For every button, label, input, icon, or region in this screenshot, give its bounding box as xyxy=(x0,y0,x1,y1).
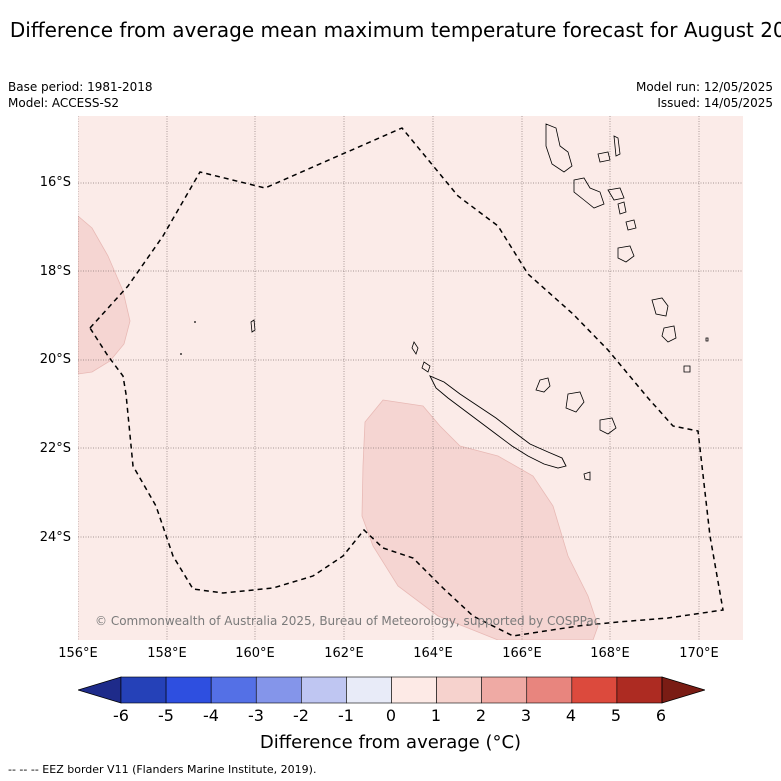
colorbar-tick: -3 xyxy=(248,706,264,725)
eez-border xyxy=(89,127,724,637)
colorbar-tick: 2 xyxy=(475,706,487,725)
lon-label-158e: 158°E xyxy=(147,646,187,661)
model-run: Model run: 12/05/2025 xyxy=(635,80,773,94)
reef-islet xyxy=(180,353,182,355)
island-ouvea xyxy=(535,377,551,393)
colorbar-segment xyxy=(165,676,212,704)
colorbar-tick: -6 xyxy=(113,706,129,725)
eez-footnote: -- -- -- EEZ border V11 (Flanders Marine… xyxy=(8,763,317,776)
colorbar-extend-high xyxy=(661,676,707,704)
colorbar-segment xyxy=(210,676,257,704)
lon-label-160e: 160°E xyxy=(235,646,275,661)
colorbar-tick: -5 xyxy=(158,706,174,725)
colorbar-tick: -1 xyxy=(338,706,354,725)
lat-label-24s: 24°S xyxy=(39,530,71,545)
model-name: Model: ACCESS-S2 xyxy=(8,96,120,110)
colorbar-tick: 4 xyxy=(565,706,577,725)
colorbar-segment xyxy=(481,676,528,704)
base-period: Base period: 1981-2018 xyxy=(8,80,153,94)
colorbar-segment xyxy=(571,676,618,704)
lon-label-162e: 162°E xyxy=(324,646,364,661)
island-lifou xyxy=(565,391,585,413)
colorbar-segment xyxy=(120,676,167,704)
island-aneityum xyxy=(683,365,691,373)
colorbar-segment xyxy=(436,676,482,704)
island-mare xyxy=(599,417,617,435)
colorbar-tick: 0 xyxy=(385,706,397,725)
reef-islet xyxy=(194,321,196,323)
island-belep xyxy=(411,341,419,355)
colorbar-segment xyxy=(526,676,573,704)
island-erromango xyxy=(651,297,669,317)
colorbar-segment xyxy=(255,676,302,704)
island-futuna xyxy=(705,337,709,342)
colorbar-svg xyxy=(76,676,707,704)
anomaly-patch-south xyxy=(361,399,599,640)
colorbar-segment xyxy=(301,676,347,704)
island-ambae xyxy=(597,151,611,163)
colorbar xyxy=(76,675,707,705)
colorbar-tick: 1 xyxy=(430,706,442,725)
island-malekula xyxy=(573,177,605,209)
map-area xyxy=(78,116,743,640)
island-maewo xyxy=(613,135,621,157)
island-islet-north xyxy=(421,361,431,373)
meta-right: Model run: 12/05/2025 Issued: 14/05/2025 xyxy=(636,79,773,111)
lat-label-22s: 22°S xyxy=(39,441,71,456)
island-espiritu-santo xyxy=(545,123,573,173)
island-chesterfield xyxy=(250,319,256,333)
island-new-caledonia xyxy=(429,375,567,469)
colorbar-segment xyxy=(391,676,437,704)
lon-label-164e: 164°E xyxy=(413,646,453,661)
colorbar-tick: -4 xyxy=(203,706,219,725)
lat-label-18s: 18°S xyxy=(39,264,71,279)
colorbar-tick: -2 xyxy=(293,706,309,725)
colorbar-segment xyxy=(346,676,392,704)
graticule xyxy=(78,116,743,640)
lat-label-16s: 16°S xyxy=(39,175,71,190)
colorbar-title: Difference from average (°C) xyxy=(259,732,522,753)
island-ambrym xyxy=(607,187,625,201)
colorbar-tick: 3 xyxy=(520,706,532,725)
island-walpole xyxy=(583,471,591,481)
colorbar-tick: 5 xyxy=(610,706,622,725)
lon-label-168e: 168°E xyxy=(590,646,630,661)
meta-left: Base period: 1981-2018 Model: ACCESS-S2 xyxy=(8,79,153,111)
island-epi xyxy=(617,201,627,215)
lon-label-170e: 170°E xyxy=(679,646,719,661)
island-tanna xyxy=(661,325,677,343)
island-efate xyxy=(617,245,635,263)
lat-label-20s: 20°S xyxy=(39,352,71,367)
colorbar-tick: 6 xyxy=(655,706,667,725)
colorbar-segment xyxy=(616,676,663,704)
copyright-notice: © Commonwealth of Australia 2025, Bureau… xyxy=(95,614,601,628)
lon-label-156e: 156°E xyxy=(58,646,98,661)
colorbar-extend-low xyxy=(76,676,122,704)
island-shepherd xyxy=(625,219,637,231)
map-svg xyxy=(78,116,743,640)
map-title: Difference from average mean maximum tem… xyxy=(9,18,781,42)
issued-date: Issued: 14/05/2025 xyxy=(657,96,773,110)
lon-label-166e: 166°E xyxy=(502,646,542,661)
anomaly-patch-west xyxy=(78,215,131,375)
